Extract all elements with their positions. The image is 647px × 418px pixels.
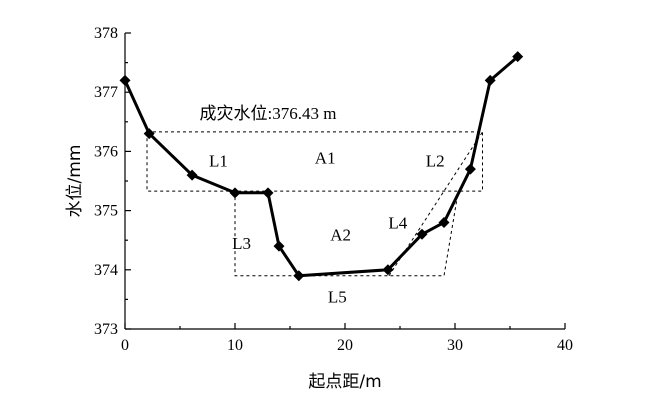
series-group	[119, 51, 524, 282]
data-point	[262, 187, 274, 199]
data-point	[293, 270, 305, 282]
y-tick-label: 374	[94, 262, 118, 279]
dashed-outline	[388, 131, 483, 276]
annotation-label: L5	[328, 287, 347, 306]
data-point	[484, 74, 496, 86]
data-point	[438, 216, 450, 228]
dashed-guides	[146, 131, 483, 277]
data-point	[382, 264, 394, 276]
y-tick-label: 375	[94, 203, 118, 220]
x-tick-label: 0	[121, 337, 129, 354]
annotation-label: 成灾水位:376.43 m	[200, 104, 337, 123]
x-axis-title: 起点距/m	[308, 372, 381, 392]
data-point	[416, 228, 428, 240]
data-point	[464, 163, 476, 175]
y-axis-title: 水位/mm	[65, 145, 85, 218]
data-point	[512, 51, 524, 63]
data-point	[273, 240, 285, 252]
annotation-label: A2	[330, 225, 351, 244]
annotation-label: L3	[232, 234, 251, 253]
y-tick-label: 376	[94, 143, 118, 160]
annotation-label: L1	[209, 151, 228, 170]
y-tick-label: 373	[94, 321, 118, 338]
x-tick-label: 40	[557, 337, 573, 354]
annotation-group: 成灾水位:376.43 m A1 A2 L1 L2 L3 L4 L5	[200, 104, 445, 307]
annotation-label: L2	[426, 151, 445, 170]
x-tick-label: 20	[337, 337, 353, 354]
dashed-outline	[234, 191, 459, 277]
dashed-outline	[146, 131, 483, 192]
x-tick-label: 30	[447, 337, 463, 354]
x-tick-label: 10	[227, 337, 243, 354]
annotation-label: L4	[388, 213, 407, 232]
annotation-label: A1	[315, 148, 336, 167]
data-point	[186, 169, 198, 181]
y-tick-label: 378	[94, 25, 118, 42]
y-tick-label: 377	[94, 84, 118, 101]
data-point	[229, 187, 241, 199]
axes-group: 0 10 20 30 40 373 374 375 376 377 378 起点距/m 水位/mm	[65, 25, 573, 392]
data-point	[143, 128, 155, 140]
